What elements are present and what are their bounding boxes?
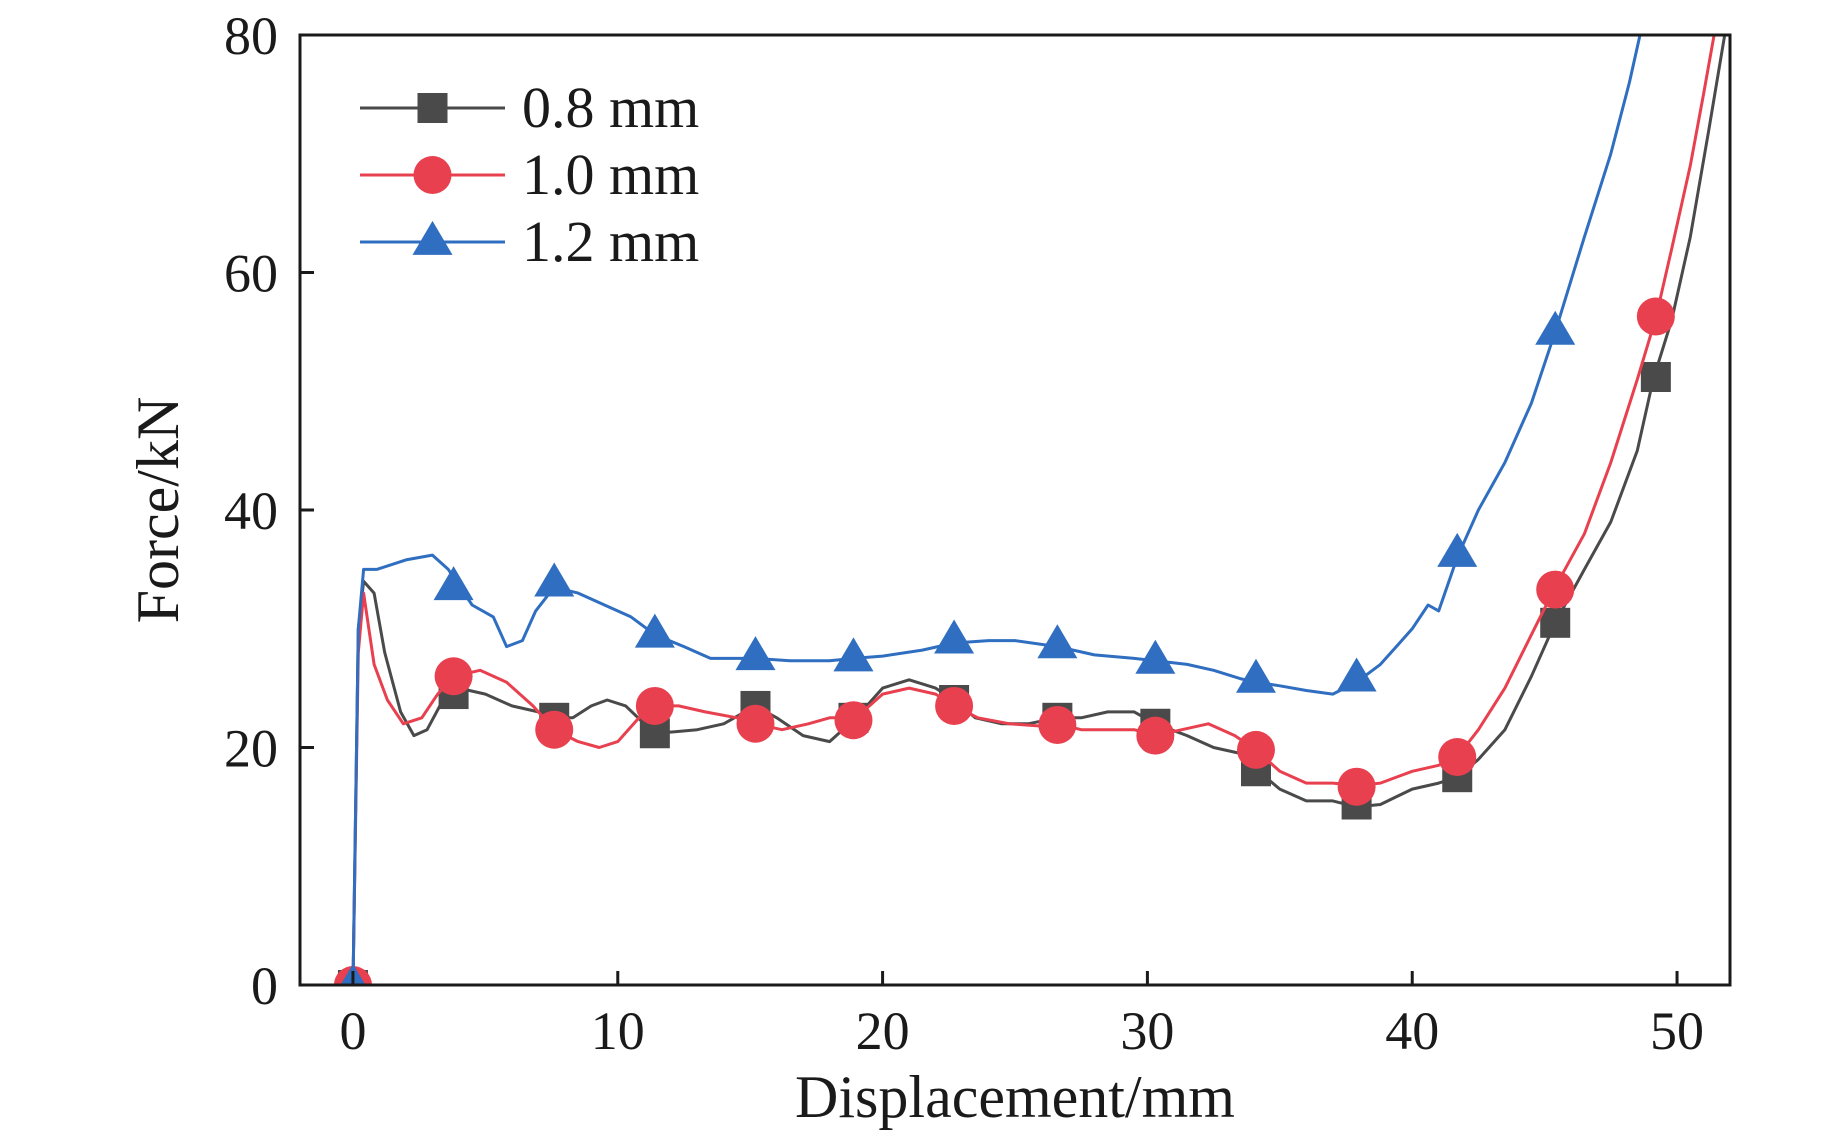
legend: 0.8 mm1.0 mm1.2 mm — [360, 75, 699, 274]
y-axis-label: Force/kN — [125, 397, 191, 624]
y-tick-label-0: 0 — [251, 956, 278, 1016]
series-0-marker-13 — [1640, 362, 1671, 392]
y-tick-label-1: 20 — [224, 719, 278, 779]
series-2-marker-3 — [634, 613, 675, 648]
x-axis-label: Displacement/mm — [795, 1064, 1235, 1130]
legend-label-0: 0.8 mm — [522, 75, 699, 140]
series-2-marker-10 — [1336, 657, 1377, 692]
plot-frame — [298, 33, 1732, 987]
series-1-marker-1 — [434, 657, 473, 696]
series-1-marker-6 — [935, 686, 974, 725]
series-1-marker-9 — [1236, 730, 1275, 769]
axis-ticks: 0 10 20 30 40 50 0 20 40 60 80 — [224, 6, 1704, 1061]
series-1-marker-5 — [834, 701, 873, 740]
series-line-2 — [351, 35, 1642, 985]
legend-marker-2 — [412, 220, 453, 255]
series-1-marker-3 — [635, 686, 674, 725]
legend-marker-0 — [417, 93, 448, 123]
series-1-marker-7 — [1038, 705, 1077, 744]
legend-label-1: 1.0 mm — [522, 142, 699, 207]
series-2-marker-5 — [833, 637, 874, 672]
x-tick-label-5: 50 — [1650, 1001, 1704, 1061]
x-tick-label-0: 0 — [339, 1001, 366, 1061]
x-tick-label-3: 30 — [1120, 1001, 1174, 1061]
x-tick-label-1: 10 — [591, 1001, 645, 1061]
series-2-marker-4 — [735, 636, 776, 671]
series-1-marker-11 — [1438, 738, 1477, 776]
series-2-marker-8 — [1135, 639, 1176, 674]
series-2-marker-9 — [1235, 658, 1276, 693]
y-tick-label-3: 60 — [224, 244, 278, 304]
y-tick-label-2: 40 — [224, 481, 278, 541]
series-2-marker-11 — [1437, 532, 1478, 567]
series-line-1 — [351, 35, 1716, 985]
series-0-marker-12 — [1540, 607, 1571, 638]
series-2-marker-6 — [934, 619, 975, 654]
series-layer — [333, 35, 1727, 985]
series-1-marker-8 — [1136, 716, 1175, 755]
series-2-marker-1 — [433, 566, 474, 601]
series-2-marker-2 — [534, 562, 575, 597]
series-2-marker-7 — [1037, 624, 1078, 659]
y-tick-label-4: 80 — [224, 6, 278, 66]
series-1-marker-4 — [736, 704, 775, 743]
series-1-marker-10 — [1337, 767, 1376, 806]
legend-label-2: 1.2 mm — [522, 209, 699, 274]
series-1-marker-12 — [1536, 570, 1575, 609]
legend-marker-1 — [413, 156, 452, 194]
x-tick-label-2: 20 — [856, 1001, 910, 1061]
series-1-marker-13 — [1636, 297, 1675, 336]
series-1-marker-2 — [535, 710, 574, 749]
x-tick-label-4: 40 — [1385, 1001, 1439, 1061]
series-2-marker-12 — [1535, 310, 1576, 345]
